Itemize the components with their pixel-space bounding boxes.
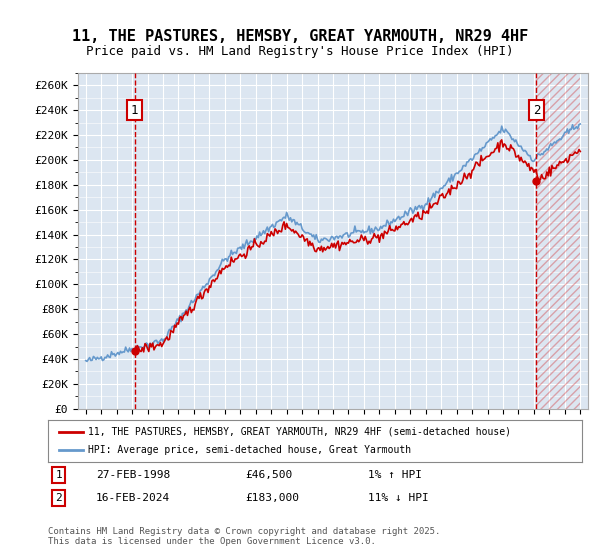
Text: 27-FEB-1998: 27-FEB-1998: [96, 470, 170, 480]
Text: 1% ↑ HPI: 1% ↑ HPI: [368, 470, 422, 480]
Text: 11, THE PASTURES, HEMSBY, GREAT YARMOUTH, NR29 4HF (semi-detached house): 11, THE PASTURES, HEMSBY, GREAT YARMOUTH…: [88, 427, 511, 437]
Text: £183,000: £183,000: [245, 493, 299, 503]
Text: 16-FEB-2024: 16-FEB-2024: [96, 493, 170, 503]
Text: 1: 1: [55, 470, 62, 480]
Text: HPI: Average price, semi-detached house, Great Yarmouth: HPI: Average price, semi-detached house,…: [88, 445, 411, 455]
Text: 2: 2: [533, 104, 540, 116]
Text: Contains HM Land Registry data © Crown copyright and database right 2025.
This d: Contains HM Land Registry data © Crown c…: [48, 526, 440, 546]
Text: 2: 2: [55, 493, 62, 503]
Text: 1: 1: [131, 104, 139, 116]
Text: £46,500: £46,500: [245, 470, 293, 480]
Text: 11% ↓ HPI: 11% ↓ HPI: [368, 493, 429, 503]
Text: 11, THE PASTURES, HEMSBY, GREAT YARMOUTH, NR29 4HF: 11, THE PASTURES, HEMSBY, GREAT YARMOUTH…: [72, 29, 528, 44]
Text: Price paid vs. HM Land Registry's House Price Index (HPI): Price paid vs. HM Land Registry's House …: [86, 45, 514, 58]
